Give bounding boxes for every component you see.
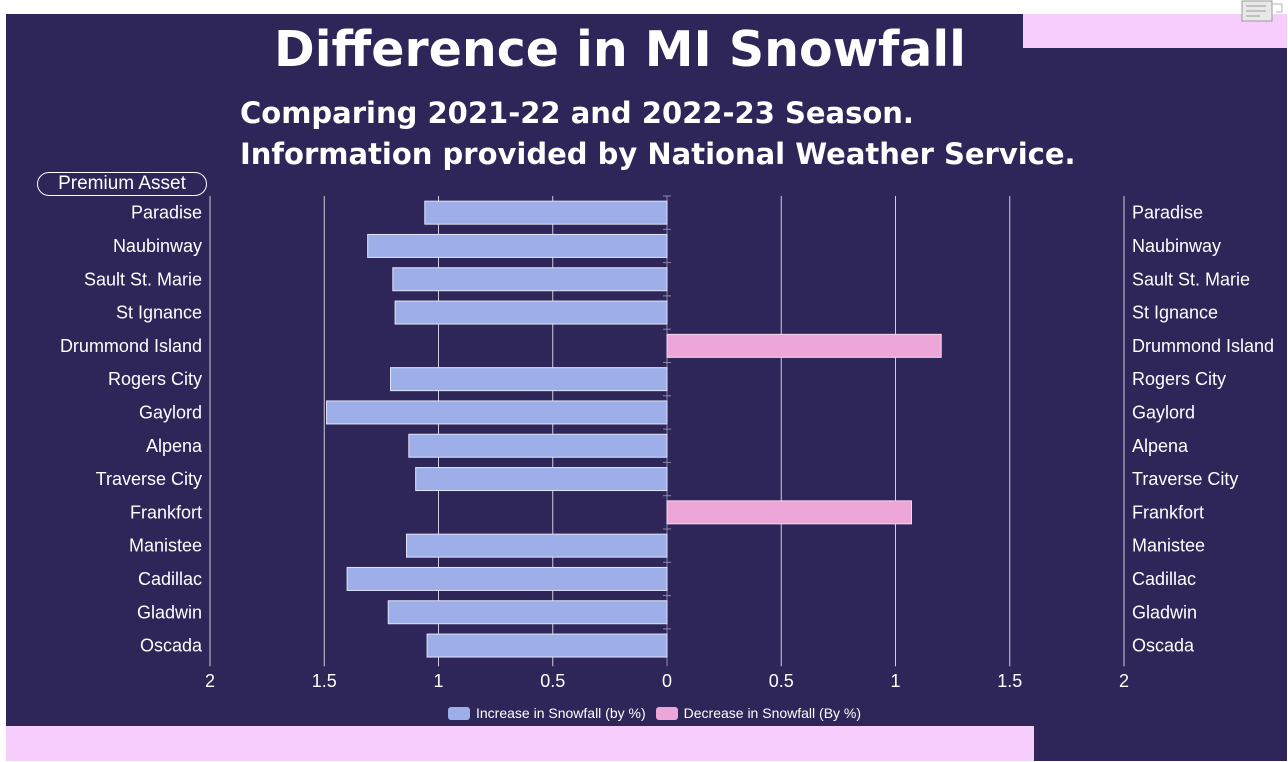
bar-increase — [394, 300, 668, 325]
category-label-left: Rogers City — [108, 369, 202, 389]
premium-asset-badge[interactable]: Premium Asset — [37, 172, 207, 196]
category-label-right: Traverse City — [1132, 469, 1238, 489]
category-label-right: St Ignance — [1132, 303, 1218, 323]
bar-increase — [426, 633, 668, 658]
x-tick-label: 1.5 — [997, 671, 1022, 691]
bar-increase — [367, 233, 668, 258]
document-icon — [1241, 0, 1283, 22]
category-label-right: Alpena — [1132, 436, 1189, 456]
category-label-right: Manistee — [1132, 536, 1205, 556]
bar-increase — [326, 400, 668, 425]
bar-increase — [406, 533, 668, 558]
category-label-left: Alpena — [146, 436, 203, 456]
chart-legend: Increase in Snowfall (by %) Decrease in … — [448, 704, 871, 722]
category-label-left: Naubinway — [113, 236, 202, 256]
legend-swatch-increase — [448, 706, 470, 720]
chart-subtitle: Comparing 2021-22 and 2022-23 Season. In… — [240, 96, 1076, 171]
category-label-right: Rogers City — [1132, 369, 1226, 389]
category-label-left: Oscada — [140, 636, 203, 656]
x-tick-label: 0.5 — [540, 671, 565, 691]
bar-increase — [390, 367, 668, 392]
bar-decrease — [666, 333, 942, 358]
x-tick-label: 1 — [890, 671, 900, 691]
legend-label-decrease: Decrease in Snowfall (By %) — [683, 705, 862, 721]
category-label-right: Naubinway — [1132, 236, 1221, 256]
category-label-right: Sault St. Marie — [1132, 269, 1250, 289]
category-label-right: Gaylord — [1132, 402, 1195, 422]
x-tick-label: 1.5 — [312, 671, 337, 691]
bar-decrease — [666, 500, 912, 525]
category-label-right: Drummond Island — [1132, 336, 1274, 356]
category-label-right: Gladwin — [1132, 602, 1197, 622]
category-label-left: Traverse City — [96, 469, 202, 489]
category-label-left: Manistee — [129, 536, 202, 556]
category-label-left: Gladwin — [137, 602, 202, 622]
x-tick-label: 0 — [662, 671, 672, 691]
category-label-left: Gaylord — [139, 402, 202, 422]
legend-swatch-decrease — [655, 706, 678, 720]
category-label-left: St Ignance — [116, 303, 202, 323]
legend-label-increase: Increase in Snowfall (by %) — [476, 705, 646, 721]
legend-item-increase[interactable]: Increase in Snowfall (by %) — [448, 705, 646, 721]
x-tick-label: 2 — [205, 671, 215, 691]
bar-increase — [392, 267, 668, 292]
bar-increase — [387, 600, 668, 625]
x-tick-label: 1 — [433, 671, 443, 691]
legend-item-decrease[interactable]: Decrease in Snowfall (By %) — [655, 705, 862, 721]
x-tick-label: 0.5 — [769, 671, 794, 691]
bar-increase — [424, 200, 668, 225]
x-tick-label: 2 — [1119, 671, 1129, 691]
bar-increase — [408, 433, 668, 458]
bar-increase — [415, 467, 668, 492]
category-label-right: Cadillac — [1132, 569, 1196, 589]
bar-increase — [346, 566, 668, 591]
category-label-right: Frankfort — [1132, 502, 1204, 522]
category-label-left: Paradise — [131, 203, 202, 223]
category-label-left: Frankfort — [130, 502, 202, 522]
category-label-left: Sault St. Marie — [84, 269, 202, 289]
category-label-right: Oscada — [1132, 636, 1195, 656]
category-label-left: Cadillac — [138, 569, 202, 589]
bottom-accent-bar — [6, 726, 1034, 761]
category-label-right: Paradise — [1132, 203, 1203, 223]
category-label-left: Drummond Island — [60, 336, 202, 356]
chart-title: Difference in MI Snowfall — [274, 21, 966, 78]
